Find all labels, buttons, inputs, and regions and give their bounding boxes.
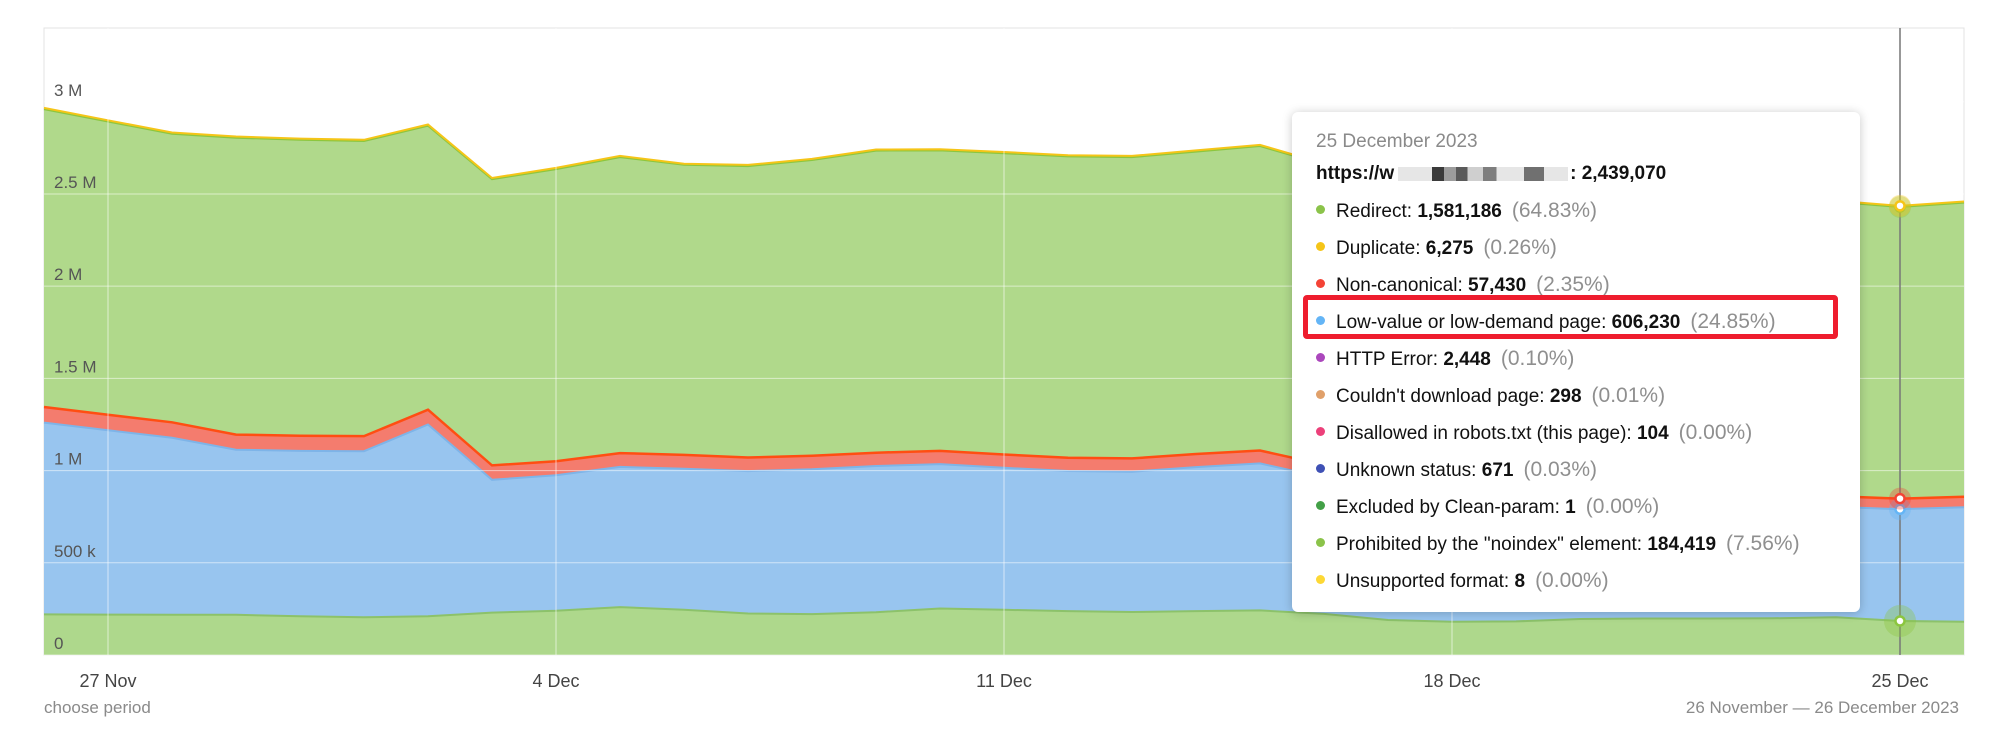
x-tick-label: 27 Nov — [79, 671, 136, 691]
date-range-label: 26 November — 26 December 2023 — [1685, 698, 1959, 717]
legend-dot-icon — [1316, 316, 1325, 326]
tooltip-row-label: Low-value or low-demand page: — [1336, 312, 1612, 333]
legend-dot-icon — [1316, 242, 1325, 252]
tooltip-row-label: Duplicate: — [1336, 238, 1426, 259]
legend-dot-icon — [1316, 575, 1325, 585]
tooltip-row-percent: (0.01%) — [1591, 384, 1666, 407]
tooltip-row-percent: (0.00%) — [1535, 569, 1609, 592]
tooltip-row: Non-canonical: 57,430 (2.35%) — [1316, 266, 1836, 303]
y-tick-label: 2.5 M — [54, 173, 97, 192]
tooltip-url: https://w : 2,439,070 — [1316, 156, 1836, 192]
tooltip-row-value: 298 — [1549, 386, 1582, 407]
tooltip-row-percent: (0.03%) — [1523, 458, 1597, 481]
tooltip-row-value: 671 — [1481, 460, 1514, 481]
tooltip-row-value: 606,230 — [1611, 312, 1681, 333]
tooltip-row-value: 57,430 — [1468, 275, 1527, 296]
x-tick-label: 4 Dec — [532, 671, 579, 691]
tooltip-url-prefix: https://w — [1316, 163, 1395, 184]
tooltip-row-value: 2,448 — [1443, 349, 1491, 370]
legend-dot-icon — [1316, 279, 1325, 289]
legend-dot-icon — [1316, 205, 1325, 215]
legend-dot-icon — [1316, 538, 1325, 548]
tooltip-row: Low-value or low-demand page: 606,230 (24… — [1316, 303, 1836, 340]
tooltip-row-label: Disallowed in robots.txt (this page): — [1336, 423, 1637, 444]
y-tick-label: 1 M — [54, 450, 82, 469]
tooltip-row-label: Couldn't download page: — [1336, 386, 1550, 407]
tooltip-row: Excluded by Clean-param: 1 (0.00%) — [1316, 488, 1836, 525]
tooltip-row-label: HTTP Error: — [1336, 349, 1444, 370]
highlight-box — [1303, 295, 1838, 339]
x-tick-label: 11 Dec — [976, 671, 1032, 691]
legend-dot-icon — [1316, 427, 1325, 437]
tooltip-row-value: 1,581,186 — [1417, 201, 1502, 222]
tooltip-row-percent: (24.85%) — [1690, 310, 1776, 333]
tooltip-row: Prohibited by the "noindex" element: 184… — [1316, 525, 1836, 562]
legend-dot-icon — [1316, 501, 1325, 511]
tooltip-row-percent: (0.26%) — [1483, 236, 1557, 259]
tooltip-date: 25 December 2023 — [1316, 131, 1478, 152]
tooltip-row-value: 184,419 — [1647, 534, 1717, 555]
legend-dot-icon — [1316, 464, 1325, 474]
tooltip-row-label: Excluded by Clean-param: — [1336, 497, 1566, 518]
tooltip-row-percent: (7.56%) — [1726, 532, 1800, 555]
y-tick-label: 3 M — [54, 81, 82, 100]
legend-dot-icon — [1316, 353, 1325, 363]
tooltip-row-value: 6,275 — [1425, 238, 1474, 259]
tooltip-row-percent: (64.83%) — [1511, 199, 1598, 222]
tooltip-row-percent: (0.10%) — [1500, 347, 1575, 370]
tooltip-row-label: Prohibited by the "noindex" element: — [1336, 534, 1648, 555]
y-tick-label: 2 M — [54, 265, 82, 284]
legend-dot-icon — [1316, 390, 1325, 400]
tooltip-row: Unknown status: 671 (0.03%) — [1316, 451, 1836, 488]
x-tick-label: 25 Dec — [1871, 671, 1928, 691]
tooltip-row-percent: (2.35%) — [1536, 273, 1610, 296]
tooltip-row: Unsupported format: 8 (0.00%) — [1316, 562, 1836, 599]
hover-point — [1894, 615, 1906, 627]
tooltip: 25 December 2023 https://w : 2,439,070 Re… — [1292, 112, 1860, 612]
y-tick-label: 1.5 M — [54, 357, 97, 376]
tooltip-row-label: Unsupported format: — [1336, 571, 1515, 592]
tooltip-row-value: 1 — [1565, 497, 1576, 518]
tooltip-row: Redirect: 1,581,186 (64.83%) — [1316, 192, 1836, 229]
tooltip-url-total: : 2,439,070 — [1570, 163, 1667, 184]
tooltip-row-percent: (0.00%) — [1678, 421, 1753, 444]
hover-point — [1894, 492, 1906, 505]
y-tick-label: 500 k — [54, 542, 96, 561]
choose-period-link[interactable]: choose period — [44, 698, 151, 717]
tooltip-row-value: 104 — [1636, 423, 1669, 444]
y-tick-label: 0 — [54, 634, 63, 653]
redacted-url-block — [1398, 166, 1569, 181]
tooltip-row-percent: (0.00%) — [1585, 495, 1660, 518]
tooltip-row-label: Unknown status: — [1336, 460, 1482, 481]
hover-point — [1894, 200, 1906, 212]
hover-point — [1894, 503, 1906, 515]
tooltip-row: Duplicate: 6,275 (0.26%) — [1316, 229, 1836, 266]
tooltip-row-label: Non-canonical: — [1336, 275, 1469, 296]
tooltip-row-label: Redirect: — [1336, 201, 1418, 222]
x-tick-label: 18 Dec — [1423, 671, 1480, 691]
tooltip-row-value: 8 — [1514, 571, 1526, 592]
tooltip-rows: Redirect: 1,581,186 (64.83%) Duplicate: 6,… — [1316, 192, 1836, 599]
tooltip-row: Disallowed in robots.txt (this page): 10… — [1316, 414, 1836, 451]
tooltip-row: HTTP Error: 2,448 (0.10%) — [1316, 340, 1836, 377]
tooltip-row: Couldn't download page: 298 (0.01%) — [1316, 377, 1836, 414]
